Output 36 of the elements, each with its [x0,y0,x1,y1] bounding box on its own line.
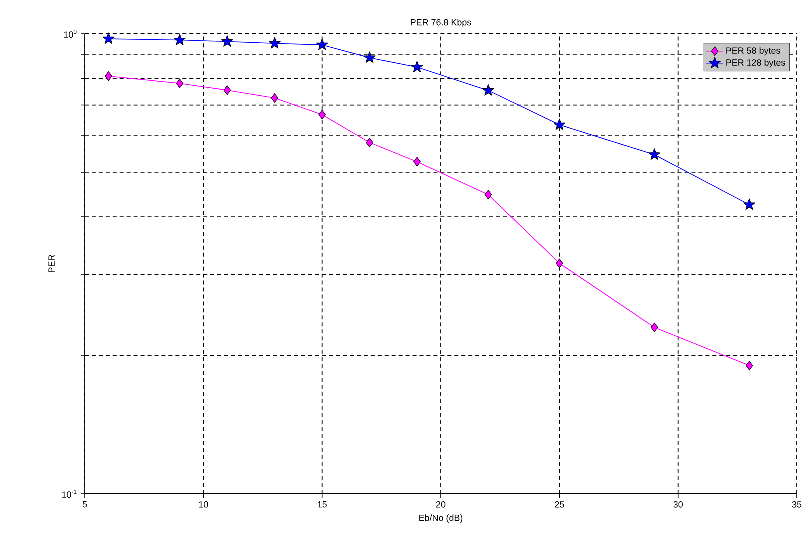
point [744,198,756,210]
point [648,148,661,160]
point [366,138,374,148]
point [318,110,326,120]
point [224,86,232,96]
point [102,32,115,44]
x-tick-label: 30 [674,501,683,508]
point [650,322,658,332]
point [554,118,566,130]
y-tick-label: 10$^{-1}$ [62,490,77,498]
point [364,52,376,64]
point [268,37,281,49]
legend-label: PER 128 bytes [726,59,786,68]
point [484,190,492,200]
chart-title: PER 76.8 Kbps [411,19,472,28]
x-tick-label: 20 [436,501,446,508]
point [556,258,564,268]
legend-label: PER 58 bytes [726,47,780,56]
point [221,35,234,47]
x-tick-label: 35 [792,501,802,508]
point [316,38,328,50]
x-tick-label: 25 [555,501,564,508]
point [176,78,184,88]
point [174,34,186,46]
point [271,93,279,104]
y-tick-label: 10$^{0}$ [64,30,77,38]
point [482,84,494,96]
point [411,61,424,73]
point [414,157,421,167]
x-tick-label: 15 [318,501,327,508]
point [746,360,754,371]
x-tick-label: 10 [199,501,208,508]
point [105,72,112,82]
x-axis-title: Eb/No (dB) [420,514,463,524]
x-tick-label: 5 [82,501,88,508]
y-axis-title: PER [48,255,55,272]
